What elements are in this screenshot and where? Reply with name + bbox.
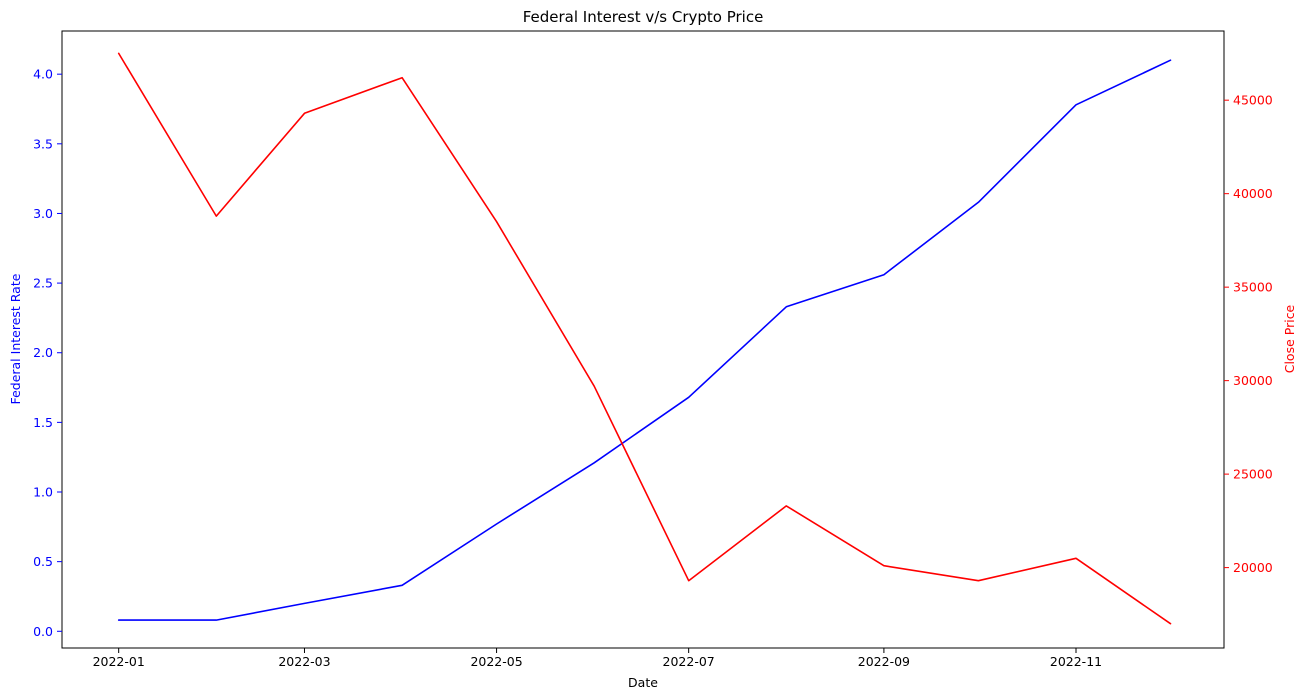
y-right-tick-label: 25000 xyxy=(1233,467,1273,482)
y-left-tick-label: 3.0 xyxy=(33,206,53,221)
federal-interest-rate-line xyxy=(117,59,1172,621)
x-tick-label: 2022-11 xyxy=(1050,654,1102,669)
y-axis-right-label: Close Price xyxy=(1282,304,1297,373)
x-axis-label: Date xyxy=(628,675,658,690)
y-left-tick-label: 0.5 xyxy=(33,554,53,569)
y-right-tick-label: 30000 xyxy=(1233,373,1273,388)
y-right-tick-label: 35000 xyxy=(1233,280,1273,295)
close-price-line xyxy=(117,52,1172,625)
chart-title: Federal Interest v/s Crypto Price xyxy=(523,8,764,26)
y-left-tick-label: 3.5 xyxy=(33,136,53,151)
x-tick-label: 2022-09 xyxy=(858,654,910,669)
x-tick-label: 2022-05 xyxy=(470,654,522,669)
y-left-tick-label: 0.0 xyxy=(33,624,53,639)
x-tick-label: 2022-01 xyxy=(93,654,145,669)
y-left-tick-label: 1.0 xyxy=(33,485,53,500)
y-left-tick-label: 1.5 xyxy=(33,415,53,430)
y-right-tick-label: 20000 xyxy=(1233,560,1273,575)
x-tick-label: 2022-03 xyxy=(278,654,330,669)
x-tick-label: 2022-07 xyxy=(663,654,715,669)
y-left-tick-label: 2.0 xyxy=(33,345,53,360)
y-left-tick-label: 2.5 xyxy=(33,276,53,291)
y-right-tick-label: 45000 xyxy=(1233,93,1273,108)
y-left-tick-label: 4.0 xyxy=(33,67,53,82)
y-right-tick-label: 40000 xyxy=(1233,186,1273,201)
y-axis-left-label: Federal Interest Rate xyxy=(8,273,23,404)
plot-area: 2022-01 2022-03 2022-05 2022-07 2022-09 2022-… xyxy=(33,30,1273,669)
plot-frame xyxy=(61,30,1225,649)
